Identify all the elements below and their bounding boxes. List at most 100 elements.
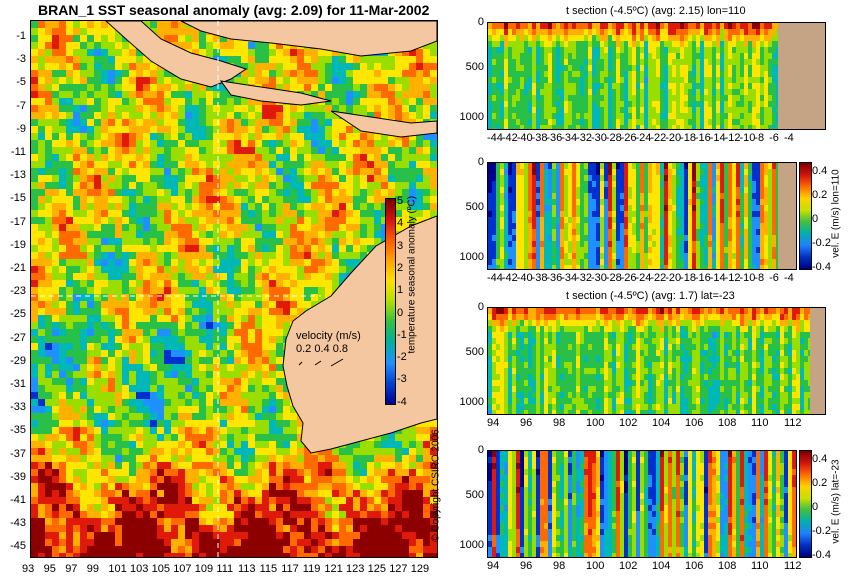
panel-2-y-tick: 0 <box>477 156 484 168</box>
map-lat-tick: -3 <box>16 53 26 66</box>
map-lat-tick: -23 <box>10 285 26 298</box>
panel-2-y-tick: 500 <box>465 201 484 213</box>
map-lat-tick: -21 <box>10 262 26 274</box>
sst-anomaly-field <box>31 21 437 557</box>
map-lon-tick: 113 <box>238 563 256 575</box>
panel-1-x-tick: -30 <box>590 132 607 144</box>
panel-4-x-tick: 110 <box>751 560 769 572</box>
map-lat-tick: -41 <box>10 494 26 506</box>
panel-1-x-tick: -42 <box>501 132 518 144</box>
panel-1-x-tick: -18 <box>680 132 696 144</box>
panel-4-x-tick: 102 <box>619 560 638 572</box>
panel-2-x-tick: -8 <box>754 272 765 284</box>
map-lon-tick: 109 <box>194 563 214 575</box>
panel-2-x-tick: -4 <box>784 272 794 284</box>
map-colorbar-tick: 0 <box>397 306 404 319</box>
map-lat-tick: -25 <box>10 308 26 321</box>
panel-2-colorbar <box>799 162 812 270</box>
map-colorbar-tick: -2 <box>397 351 407 364</box>
map-lat-tick: -17 <box>10 215 26 228</box>
panel-1-y-tick: 1000 <box>459 111 484 123</box>
map-lat-tick: -45 <box>10 540 26 553</box>
panel-4-colorbar-label: vel. E (m/s) lat=-23 <box>830 459 842 544</box>
panel-1-x-tick: -6 <box>769 132 779 144</box>
map-lat-tick: -9 <box>16 122 26 135</box>
map-lon-tick: 95 <box>43 563 56 575</box>
map-colorbar-tick: 5 <box>397 195 404 207</box>
map-lat-tick: -29 <box>10 354 26 367</box>
panel-4-x-tick: 96 <box>520 560 533 572</box>
panel-2-x-tick: -18 <box>680 272 696 284</box>
panel-2-x-tick: -30 <box>590 272 607 284</box>
velocity-legend-arrows <box>298 358 344 367</box>
panel-2-x-tick: -22 <box>650 272 667 284</box>
panel-1-x-tick: -36 <box>546 132 563 144</box>
map-lat-tick: -1 <box>16 30 26 42</box>
panel-3-y-tick: 1000 <box>459 396 484 408</box>
map-lon-tick: 105 <box>151 563 170 575</box>
panel-1-x-tick: -24 <box>635 132 652 144</box>
panel-4-y-tick: 0 <box>477 444 484 456</box>
panel-4-x-tick: 108 <box>718 560 737 572</box>
map-colorbar <box>385 198 396 405</box>
panel-1-y-tick: 500 <box>465 61 484 73</box>
panel-4-x-tick: 104 <box>652 560 671 572</box>
panel-2-colorbar-tick: 0.2 <box>812 189 828 201</box>
panel-4-x-tick: 98 <box>553 560 566 572</box>
panel-1-x-tick: -26 <box>620 132 637 144</box>
panel-4-x-tick: 112 <box>784 560 802 572</box>
sst-map-svg <box>31 21 437 557</box>
section-field <box>488 23 825 129</box>
map-lat-tick: -35 <box>10 424 26 437</box>
panel-1-x-tick: -10 <box>739 132 756 144</box>
panel-2-x-tick: -20 <box>665 272 682 284</box>
section-land <box>810 308 825 414</box>
main-title: BRAN_1 SST seasonal anomaly (avg: 2.09) … <box>38 2 430 18</box>
panel-4-colorbar <box>799 450 812 558</box>
section-field <box>488 163 796 269</box>
velocity-legend-title: velocity (m/s) <box>296 330 361 342</box>
panel-2-y-tick: 1000 <box>459 251 484 263</box>
panel-2-colorbar-tick: 0 <box>812 213 819 225</box>
panel-3-plot <box>487 307 826 415</box>
map-colorbar-tick: -1 <box>397 328 407 341</box>
panel-3-title: t section (-4.5ºC) (avg: 1.7) lat=-23 <box>566 290 735 302</box>
panel-1-x-tick: -12 <box>724 132 741 144</box>
australia-landmass <box>282 215 437 454</box>
panel-2-x-tick: -10 <box>739 272 756 284</box>
panel-2-x-tick: -42 <box>501 272 518 284</box>
panel-1-x-tick: -14 <box>709 132 726 144</box>
panel-1-svg <box>488 23 825 129</box>
panel-1-title: t section (-4.5ºC) (avg: 2.15) lon=110 <box>566 5 746 17</box>
map-lon-tick: 101 <box>108 563 127 575</box>
panel-4-colorbar-tick: 0.2 <box>812 477 828 489</box>
panel-2-x-tick: -14 <box>709 272 726 284</box>
map-lat-tick: -43 <box>10 517 26 530</box>
map-lon-tick: 97 <box>65 563 78 575</box>
map-colorbar-tick: 4 <box>397 217 404 230</box>
panel-3-x-tick: 112 <box>784 417 802 429</box>
map-lat-tick: -31 <box>10 378 26 390</box>
panel-1-x-tick: -20 <box>665 132 682 144</box>
panel-2-colorbar-tick: 0.4 <box>812 165 828 177</box>
map-lat-tick: -33 <box>10 401 26 414</box>
map-lat-tick: -5 <box>16 76 26 89</box>
map-lat-tick: -15 <box>10 192 26 205</box>
map-colorbar-tick: 3 <box>397 239 404 252</box>
map-lon-tick: 99 <box>86 563 100 575</box>
map-lon-tick: 123 <box>346 563 365 575</box>
panel-2-x-tick: -32 <box>576 272 592 284</box>
panel-1-x-tick: -38 <box>531 132 548 144</box>
map-lon-tick: 103 <box>130 563 149 575</box>
panel-2-x-tick: -12 <box>724 272 741 284</box>
panel-4-colorbar-tick: -0.4 <box>812 549 831 561</box>
map-colorbar-tick: -4 <box>397 395 407 408</box>
panel-4-colorbar-tick: 0.4 <box>812 453 828 465</box>
sumatra-landmass <box>105 21 248 88</box>
panel-2-plot <box>487 162 797 270</box>
panel-3-x-tick: 108 <box>718 417 737 429</box>
panel-2-x-tick: -40 <box>516 272 533 284</box>
velocity-legend-values: 0.2 0.4 0.8 <box>296 343 348 355</box>
panel-2-x-tick: -34 <box>561 272 578 284</box>
map-lon-tick: 119 <box>302 563 321 575</box>
